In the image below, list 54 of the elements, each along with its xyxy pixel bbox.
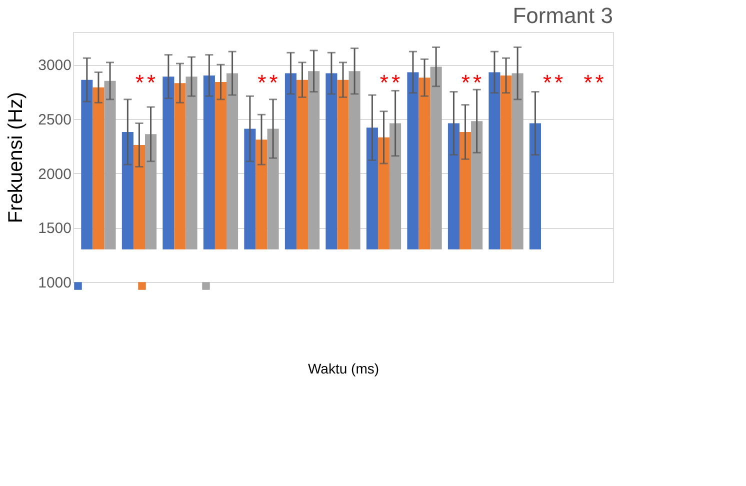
- bar: [337, 80, 349, 250]
- bar: [459, 132, 472, 250]
- bar: [390, 123, 402, 250]
- bar: [500, 75, 512, 250]
- y-axis-title: Frekuensi (Hz): [5, 92, 28, 224]
- bar: [430, 66, 442, 250]
- annotation: *: [461, 70, 470, 95]
- bar: [418, 78, 430, 250]
- bar: [133, 145, 145, 250]
- annotation: *: [380, 70, 389, 95]
- y-tick-label: 1000: [38, 274, 72, 292]
- bar: [81, 80, 93, 250]
- bar: [348, 71, 360, 250]
- annotation: *: [472, 70, 482, 95]
- bar: [529, 123, 541, 250]
- bar: [214, 82, 227, 250]
- annotation: *: [542, 70, 552, 95]
- bar: [448, 123, 460, 250]
- bar: [267, 128, 279, 250]
- bar: [296, 80, 308, 250]
- bar: [162, 76, 174, 250]
- x-axis-title: Waktu (ms): [308, 360, 380, 376]
- annotation: *: [391, 70, 400, 95]
- annotation: *: [595, 70, 604, 95]
- annotation: *: [258, 70, 267, 95]
- bar: [512, 73, 524, 250]
- annotation: *: [146, 70, 156, 95]
- bar: [407, 72, 419, 250]
- y-tick-label: 3000: [38, 57, 72, 74]
- bar: [226, 73, 238, 250]
- annotation: *: [135, 70, 144, 95]
- bar: [203, 75, 215, 250]
- y-tick-label: 2500: [38, 111, 72, 128]
- bar: [471, 121, 483, 250]
- y-tick-label: 2000: [38, 166, 72, 183]
- chart-title: Formant 3: [512, 3, 613, 28]
- annotation: *: [554, 70, 564, 95]
- bar: [92, 87, 104, 250]
- y-tick-label: 1500: [38, 220, 72, 238]
- annotation: *: [584, 70, 593, 95]
- bar: [326, 73, 338, 250]
- bar: [308, 71, 320, 250]
- bar: [378, 137, 390, 250]
- bar: [174, 83, 186, 250]
- bar: [284, 73, 296, 250]
- bar: [366, 128, 378, 250]
- bar: [256, 140, 268, 250]
- bar: [186, 76, 198, 250]
- bar: [145, 134, 157, 250]
- annotation: *: [269, 70, 278, 95]
- bar: [244, 128, 256, 250]
- bar: [488, 72, 500, 250]
- bar: [122, 132, 134, 250]
- bar: [104, 80, 116, 250]
